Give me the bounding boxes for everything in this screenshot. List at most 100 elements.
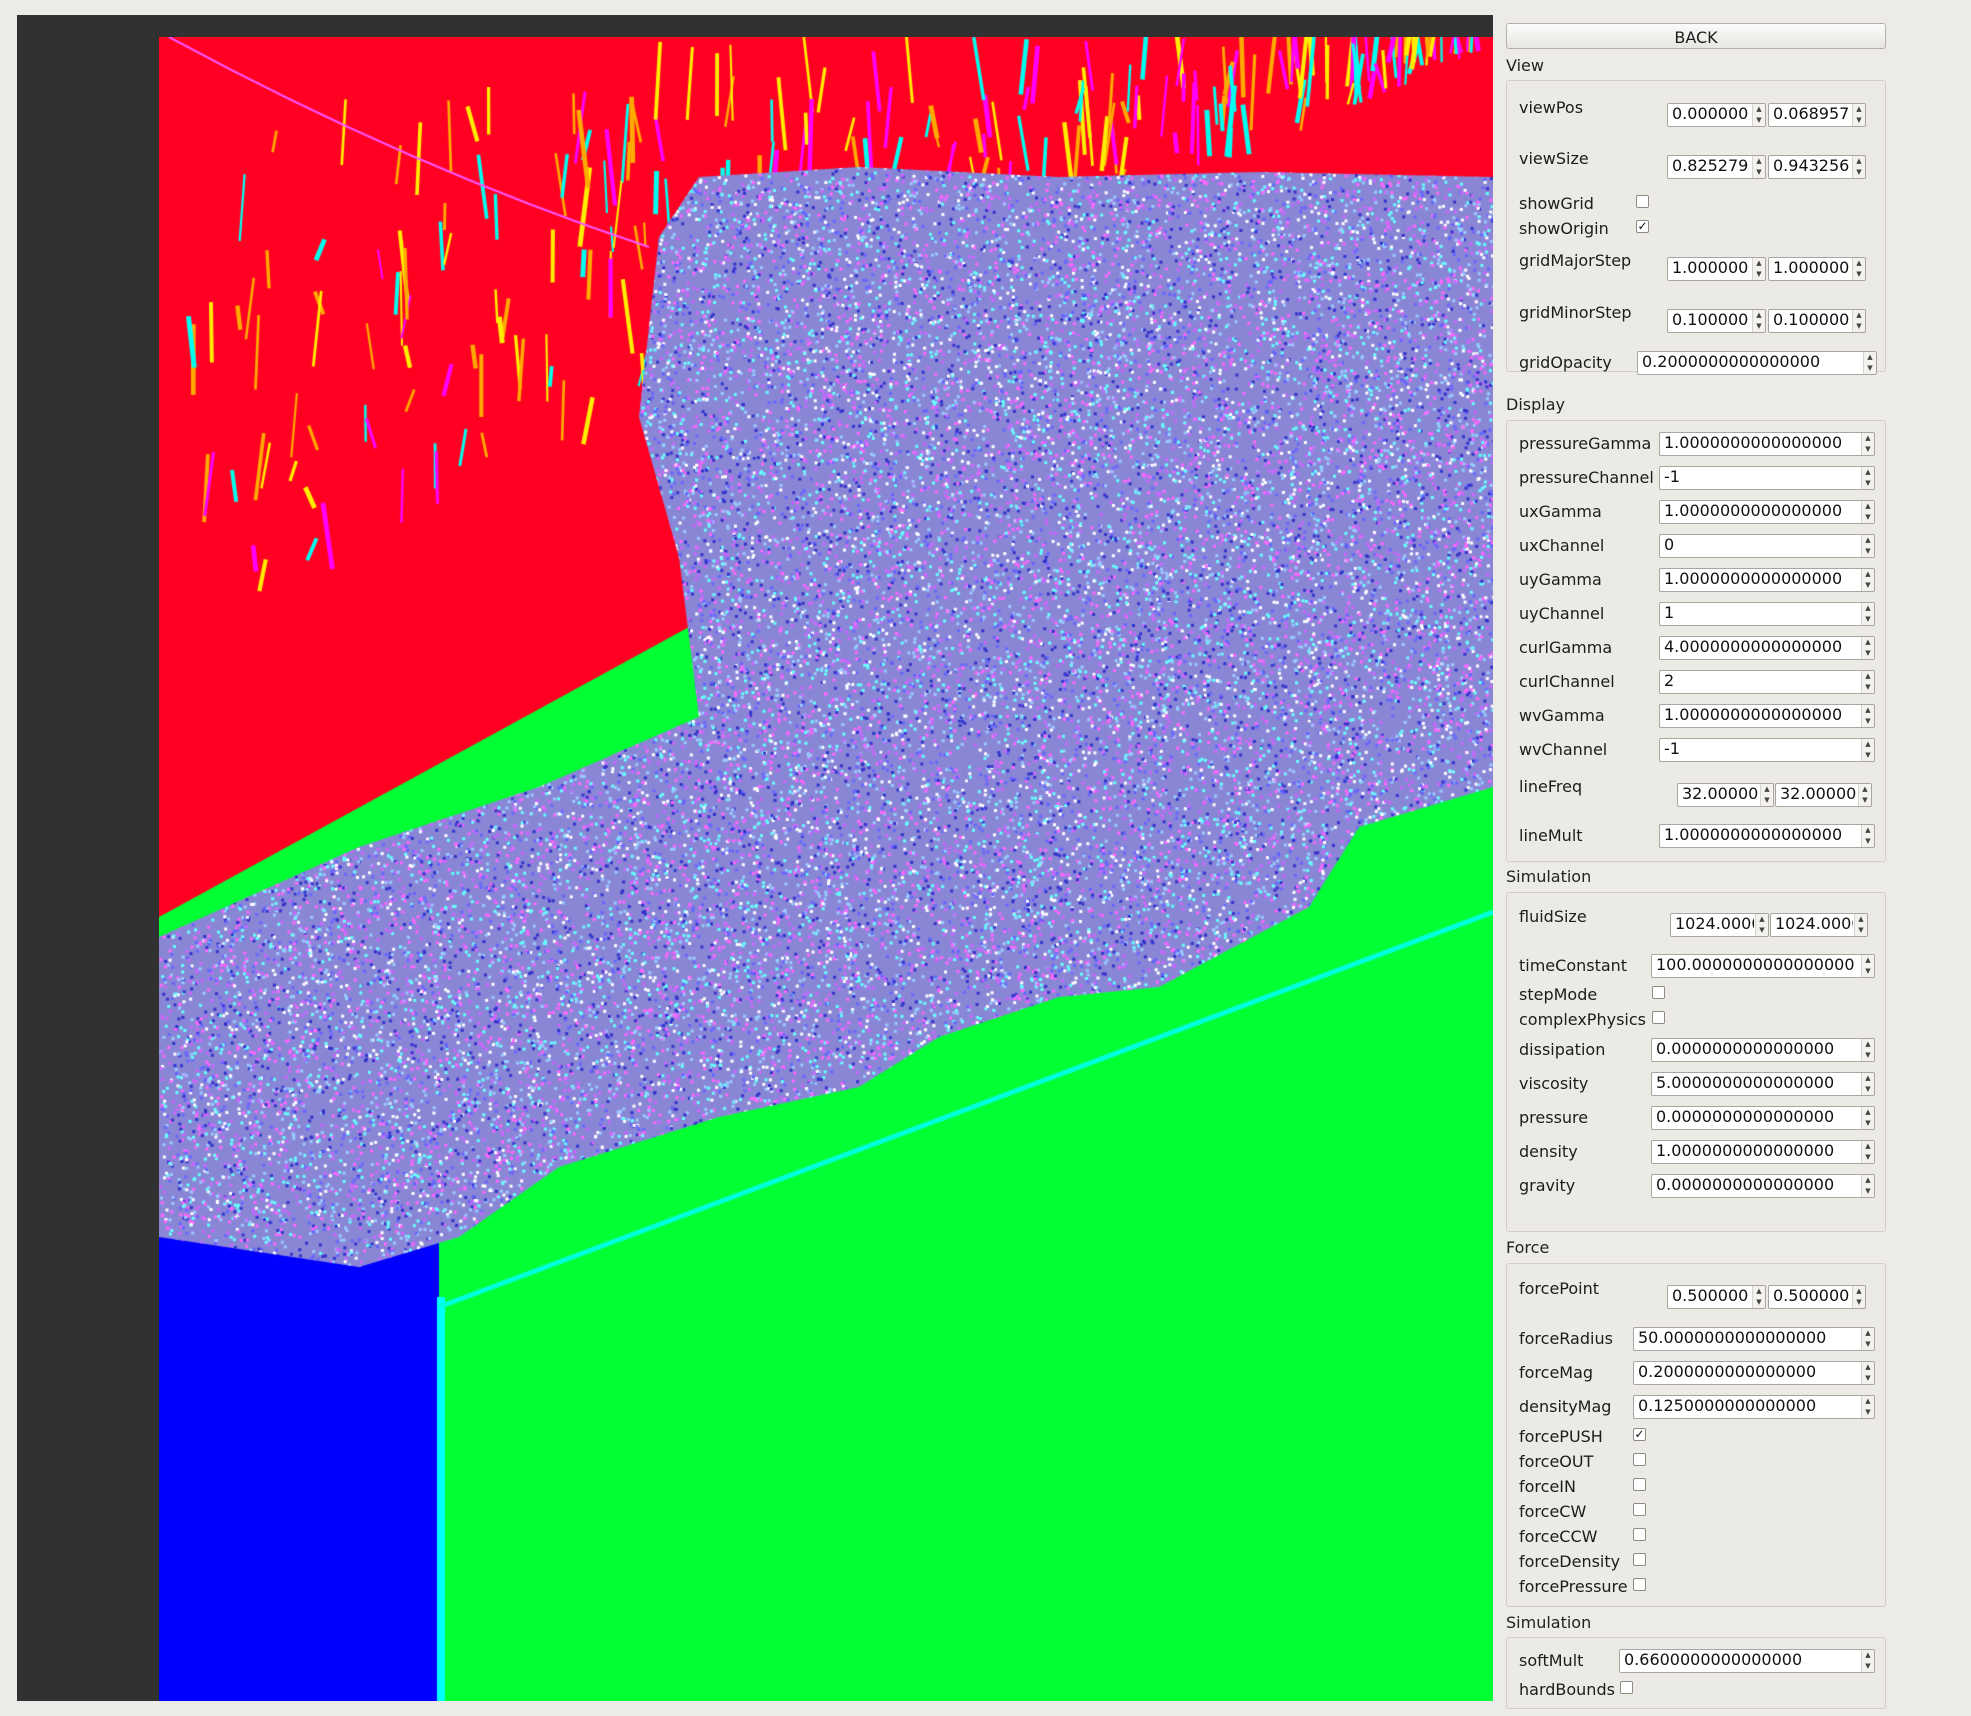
viscosity-input[interactable]: 5.0000000000000000 ▲ ▼	[1651, 1072, 1875, 1096]
linemult-label: lineMult	[1519, 826, 1583, 845]
uychannel-label: uyChannel	[1519, 604, 1605, 623]
showorigin-checkbox[interactable]: ✓	[1636, 219, 1649, 233]
forcecw-label: forceCW	[1519, 1502, 1587, 1521]
simulation2-group: softMult 0.6600000000000000 ▲ ▼ hardBounds	[1506, 1637, 1886, 1709]
complexphysics-checkbox[interactable]	[1652, 1011, 1665, 1024]
wvgamma-input[interactable]: 1.0000000000000000 ▲ ▼	[1659, 704, 1875, 728]
density-label: density	[1519, 1142, 1578, 1161]
forcein-checkbox[interactable]	[1633, 1478, 1646, 1491]
viewpos-x-input[interactable]: 0.000000 ▲ ▼	[1667, 103, 1766, 127]
viewpos-label: viewPos	[1519, 98, 1584, 117]
forcepressure-label: forcePressure	[1519, 1577, 1628, 1596]
view-group: viewPos 0.000000 ▲ ▼ 0.068957 ▲ ▼ viewSize 0…	[1506, 80, 1886, 375]
fluidsize-label: fluidSize	[1519, 907, 1587, 926]
forceccw-label: forceCCW	[1519, 1527, 1598, 1546]
forcepoint-x-input[interactable]: 0.500000 ▲ ▼	[1667, 1285, 1766, 1309]
force-group-title: Force	[1506, 1238, 1550, 1257]
linefreq-x-input[interactable]: 32.000000▲▼	[1677, 783, 1774, 807]
curlchannel-input[interactable]: 2 ▲ ▼	[1659, 670, 1875, 694]
densitymag-label: densityMag	[1519, 1397, 1612, 1416]
view-group-title: View	[1506, 56, 1544, 75]
uychannel-input[interactable]: 1 ▲ ▼	[1659, 602, 1875, 626]
forcepush-checkbox[interactable]: ✓	[1633, 1427, 1646, 1441]
gravity-input[interactable]: 0.0000000000000000 ▲ ▼	[1651, 1174, 1875, 1198]
forcepoint-label: forcePoint	[1519, 1279, 1600, 1298]
uxchannel-label: uxChannel	[1519, 536, 1605, 555]
pressuregamma-label: pressureGamma	[1519, 434, 1652, 453]
uxchannel-input[interactable]: 0 ▲ ▼	[1659, 534, 1875, 558]
softmult-label: softMult	[1519, 1651, 1584, 1670]
complexphysics-label: complexPhysics	[1519, 1010, 1646, 1029]
forceradius-label: forceRadius	[1519, 1329, 1613, 1348]
pressure-label: pressure	[1519, 1108, 1589, 1127]
uxgamma-input[interactable]: 1.0000000000000000 ▲ ▼	[1659, 500, 1875, 524]
showorigin-label: showOrigin	[1519, 219, 1609, 238]
forcepoint-y-input[interactable]: 0.500000 ▲ ▼	[1768, 1285, 1866, 1309]
gridopacity-label: gridOpacity	[1519, 353, 1612, 372]
forcepush-label: forcePUSH	[1519, 1427, 1603, 1446]
pressure-input[interactable]: 0.0000000000000000 ▲ ▼	[1651, 1106, 1875, 1130]
pressuregamma-input[interactable]: 1.0000000000000000 ▲ ▼	[1659, 432, 1875, 456]
showgrid-checkbox[interactable]	[1636, 195, 1649, 208]
forcemag-label: forceMag	[1519, 1363, 1594, 1382]
curlgamma-input[interactable]: 4.0000000000000000 ▲ ▼	[1659, 636, 1875, 660]
pressurechannel-input[interactable]: -1 ▲ ▼	[1659, 466, 1875, 490]
viewsize-label: viewSize	[1519, 149, 1589, 168]
forcepressure-checkbox[interactable]	[1633, 1578, 1646, 1591]
densitymag-input[interactable]: 0.1250000000000000 ▲ ▼	[1633, 1395, 1875, 1419]
dissipation-input[interactable]: 0.0000000000000000 ▲ ▼	[1651, 1038, 1875, 1062]
fluidsize-x-input[interactable]: 1024.000000▲▼	[1670, 913, 1769, 937]
gridmajorstep-label: gridMajorStep	[1519, 251, 1632, 270]
back-button[interactable]: BACK	[1506, 23, 1886, 49]
wvchannel-input[interactable]: -1 ▲ ▼	[1659, 738, 1875, 762]
simulation2-group-title: Simulation	[1506, 1613, 1592, 1632]
forceout-checkbox[interactable]	[1633, 1453, 1646, 1466]
forcemag-input[interactable]: 0.2000000000000000 ▲ ▼	[1633, 1361, 1875, 1385]
linefreq-y-input[interactable]: 32.000000▲▼	[1775, 783, 1872, 807]
gridminorstep-x-input[interactable]: 0.100000 ▲ ▼	[1667, 309, 1766, 333]
uygamma-input[interactable]: 1.0000000000000000 ▲ ▼	[1659, 568, 1875, 592]
curlgamma-label: curlGamma	[1519, 638, 1613, 657]
density-input[interactable]: 1.0000000000000000 ▲ ▼	[1651, 1140, 1875, 1164]
forceccw-checkbox[interactable]	[1633, 1528, 1646, 1541]
gridminorstep-label: gridMinorStep	[1519, 303, 1632, 322]
simulation-group: fluidSize 1024.000000▲▼ 1024.000000▲▼ ti…	[1506, 892, 1886, 1232]
fluid-viewport[interactable]	[17, 15, 1493, 1701]
forceradius-input[interactable]: 50.0000000000000000 ▲ ▼	[1633, 1327, 1875, 1351]
wvgamma-label: wvGamma	[1519, 706, 1605, 725]
stepmode-label: stepMode	[1519, 985, 1598, 1004]
wvchannel-label: wvChannel	[1519, 740, 1608, 759]
viewpos-y-input[interactable]: 0.068957 ▲ ▼	[1768, 103, 1866, 127]
pressurechannel-label: pressureChannel	[1519, 468, 1654, 487]
softmult-input[interactable]: 0.6600000000000000 ▲ ▼	[1619, 1649, 1875, 1673]
forcedensity-label: forceDensity	[1519, 1552, 1621, 1571]
gridopacity-input[interactable]: 0.2000000000000000 ▲ ▼	[1637, 351, 1877, 375]
stepmode-checkbox[interactable]	[1652, 986, 1665, 999]
viewsize-y-input[interactable]: 0.943256 ▲ ▼	[1768, 155, 1866, 179]
simulation-group-title: Simulation	[1506, 867, 1592, 886]
showgrid-label: showGrid	[1519, 194, 1594, 213]
dissipation-label: dissipation	[1519, 1040, 1606, 1059]
timeconstant-input[interactable]: 100.0000000000000000 ▲ ▼	[1651, 954, 1875, 978]
gridmajorstep-y-input[interactable]: 1.000000 ▲ ▼	[1768, 257, 1866, 281]
curlchannel-label: curlChannel	[1519, 672, 1615, 691]
uxgamma-label: uxGamma	[1519, 502, 1602, 521]
viewsize-x-input[interactable]: 0.825279 ▲ ▼	[1667, 155, 1766, 179]
hardbounds-label: hardBounds	[1519, 1680, 1615, 1699]
forceout-label: forceOUT	[1519, 1452, 1594, 1471]
forcein-label: forceIN	[1519, 1477, 1576, 1496]
linemult-input[interactable]: 1.0000000000000000 ▲ ▼	[1659, 824, 1875, 848]
gridminorstep-y-input[interactable]: 0.100000 ▲ ▼	[1768, 309, 1866, 333]
force-group: forcePoint 0.500000 ▲ ▼ 0.500000 ▲ ▼ forceRa…	[1506, 1263, 1886, 1607]
fluid-simulation-canvas[interactable]	[159, 37, 1493, 1701]
linefreq-label: lineFreq	[1519, 777, 1583, 796]
forcecw-checkbox[interactable]	[1633, 1503, 1646, 1516]
gridmajorstep-x-input[interactable]: 1.000000 ▲ ▼	[1667, 257, 1766, 281]
forcedensity-checkbox[interactable]	[1633, 1553, 1646, 1566]
display-group-title: Display	[1506, 395, 1565, 414]
display-group: pressureGamma 1.0000000000000000 ▲ ▼ press…	[1506, 420, 1886, 862]
timeconstant-label: timeConstant	[1519, 956, 1628, 975]
gravity-label: gravity	[1519, 1176, 1576, 1195]
hardbounds-checkbox[interactable]	[1620, 1681, 1633, 1694]
fluidsize-y-input[interactable]: 1024.000000▲▼	[1770, 913, 1868, 937]
